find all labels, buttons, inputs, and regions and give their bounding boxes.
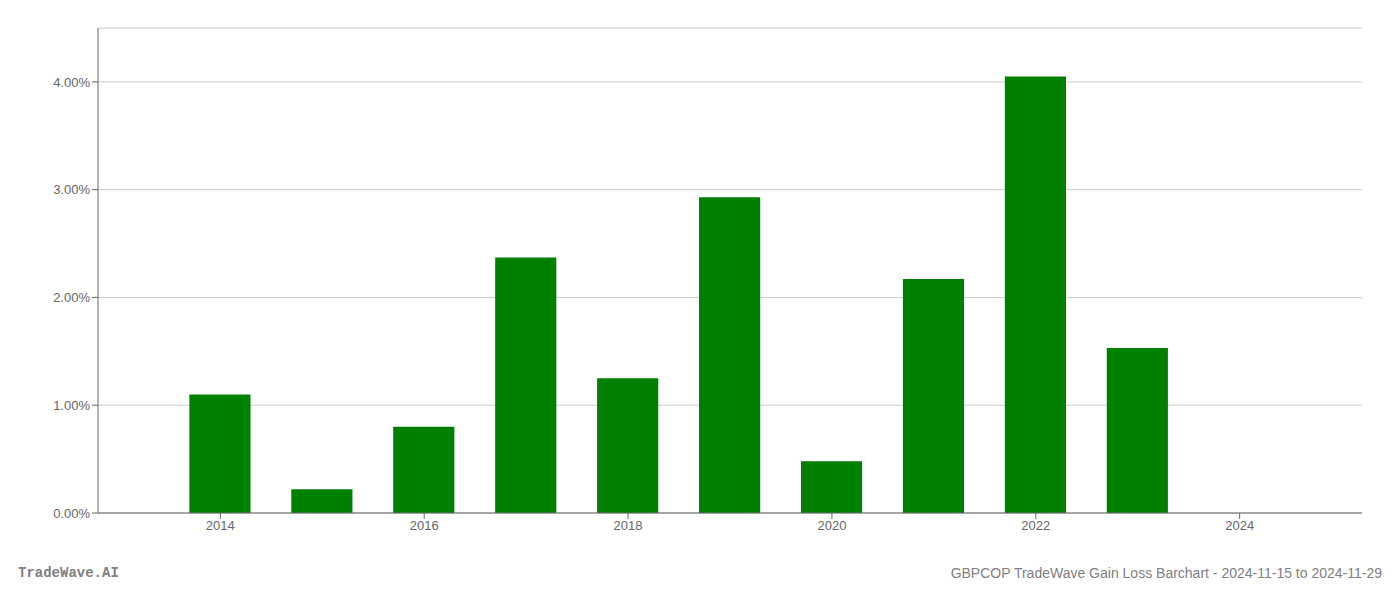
- svg-text:3.00%: 3.00%: [53, 182, 90, 197]
- svg-text:2.00%: 2.00%: [53, 290, 90, 305]
- svg-text:2024: 2024: [1225, 518, 1254, 533]
- html-text:GBPCOP TradeWave Gain Loss Bar: GBPCOP TradeWave Gain Loss Barchart - 20…: [950, 565, 1382, 581]
- svg-text:2020: 2020: [817, 518, 846, 533]
- svg-text:0.00%: 0.00%: [53, 506, 90, 521]
- svg-text:2018: 2018: [614, 518, 643, 533]
- svg-text:2016: 2016: [410, 518, 439, 533]
- svg-text:2022: 2022: [1021, 518, 1050, 533]
- svg-text:1.00%: 1.00%: [53, 398, 90, 413]
- svg-text:4.00%: 4.00%: [53, 75, 90, 90]
- svg-text:2014: 2014: [206, 518, 235, 533]
- html-text:TradeWave.AI: TradeWave.AI: [18, 565, 119, 581]
